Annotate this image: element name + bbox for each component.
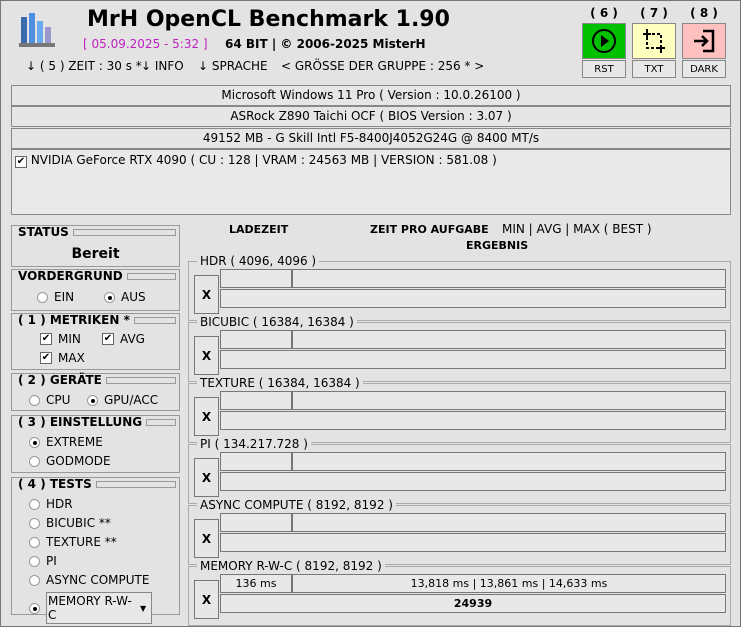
btn-num-8: ( 8 ) [690, 6, 718, 20]
radio-aus[interactable]: AUS [104, 290, 146, 304]
radio-test-memory[interactable]: MEMORY R-W-C ▼ [29, 592, 152, 624]
exit-icon [694, 29, 715, 53]
metriken-panel: ( 1 ) METRIKEN * ✔ MIN ✔ AVG ✔ MAX [11, 313, 180, 370]
txt-button[interactable] [632, 23, 676, 59]
result-group: PI ( 134.217.728 ) X [188, 437, 731, 504]
rst-button[interactable]: RST [582, 60, 626, 78]
result-group: HDR ( 4096, 4096 ) X [188, 254, 731, 321]
load-time [220, 513, 292, 532]
radio-cpu[interactable]: CPU [29, 393, 70, 407]
radio-gpu[interactable]: GPU/ACC [87, 393, 158, 407]
metriken-legend: ( 1 ) METRIKEN * [18, 313, 176, 327]
radio-test-async[interactable]: ASYNC COMPUTE [29, 573, 149, 587]
header-ladezeit: LADEZEIT [229, 223, 289, 236]
date-label: [ 05.09.2025 - 5:32 ] [83, 37, 208, 51]
version-info: 64 BIT | © 2006-2025 MisterH [225, 37, 426, 51]
menu-sprache[interactable]: ↓ SPRACHE [198, 59, 268, 73]
btn-num-7: ( 7 ) [640, 6, 668, 20]
vordergrund-panel: VORDERGRUND EIN AUS [11, 269, 180, 311]
run-test-button[interactable]: X [194, 458, 219, 497]
geraete-panel: ( 2 ) GERÄTE CPU GPU/ACC [11, 373, 180, 411]
einstellung-legend: ( 3 ) EINSTELLUNG [18, 415, 176, 429]
crop-icon [643, 29, 665, 53]
score: 24939 [220, 594, 726, 613]
menu-zeit[interactable]: ↓ ( 5 ) ZEIT : 30 s * [26, 59, 142, 73]
run-test-button[interactable]: X [194, 397, 219, 436]
vordergrund-legend: VORDERGRUND [18, 269, 176, 283]
status-value: Bereit [71, 246, 120, 262]
load-time [220, 269, 292, 288]
txt-label-button[interactable]: TXT [632, 60, 676, 78]
play-icon [592, 29, 616, 53]
status-panel: STATUS Bereit [11, 225, 180, 267]
header-metrics: MIN | AVG | MAX ( BEST ) [502, 222, 652, 236]
result-group: MEMORY R-W-C ( 8192, 8192 ) X 136 ms 13,… [188, 559, 731, 626]
run-button[interactable] [582, 23, 626, 59]
score [220, 533, 726, 552]
radio-godmode[interactable]: GODMODE [29, 454, 111, 468]
gpu-checkbox[interactable]: ✔ [15, 156, 27, 168]
header-ergebnis: ERGEBNIS [466, 239, 529, 252]
radio-test-texture[interactable]: TEXTURE ** [29, 535, 117, 549]
run-test-button[interactable]: X [194, 275, 219, 314]
tests-panel: ( 4 ) TESTS HDR BICUBIC ** TEXTURE ** PI… [11, 477, 180, 624]
geraete-legend: ( 2 ) GERÄTE [18, 373, 176, 387]
result-group: BICUBIC ( 16384, 16384 ) X [188, 315, 731, 382]
app-logo [17, 11, 57, 49]
dark-label-button[interactable]: DARK [682, 60, 726, 78]
test-name: TEXTURE ( 16384, 16384 ) [197, 376, 363, 390]
radio-test-pi[interactable]: PI [29, 554, 57, 568]
tests-legend: ( 4 ) TESTS [18, 477, 176, 491]
result-group: ASYNC COMPUTE ( 8192, 8192 ) X [188, 498, 731, 565]
radio-test-hdr[interactable]: HDR [29, 497, 73, 511]
radio-extreme[interactable]: EXTREME [29, 435, 103, 449]
app-title: MrH OpenCL Benchmark 1.90 [87, 7, 450, 32]
load-time [220, 452, 292, 471]
result-group: TEXTURE ( 16384, 16384 ) X [188, 376, 731, 443]
dark-button[interactable] [682, 23, 726, 59]
run-test-button[interactable]: X [194, 336, 219, 375]
score [220, 472, 726, 491]
test-name: PI ( 134.217.728 ) [197, 437, 311, 451]
checkbox-min[interactable]: ✔ MIN [40, 332, 81, 346]
test-name: HDR ( 4096, 4096 ) [197, 254, 320, 268]
test-name: BICUBIC ( 16384, 16384 ) [197, 315, 357, 329]
load-time [220, 330, 292, 349]
test-name: ASYNC COMPUTE ( 8192, 8192 ) [197, 498, 396, 512]
menu-info[interactable]: ↓ INFO [141, 59, 184, 73]
radio-test-bicubic[interactable]: BICUBIC ** [29, 516, 111, 530]
load-time: 136 ms [220, 574, 292, 593]
btn-num-6: ( 6 ) [590, 6, 618, 20]
task-times [292, 330, 726, 349]
radio-ein[interactable]: EIN [37, 290, 74, 304]
os-info: Microsoft Windows 11 Pro ( Version : 10.… [11, 85, 731, 106]
run-test-button[interactable]: X [194, 580, 219, 619]
checkbox-avg[interactable]: ✔ AVG [102, 332, 145, 346]
score [220, 411, 726, 430]
chevron-down-icon: ▼ [140, 603, 147, 613]
header-zeit: ZEIT PRO AUFGABE [370, 223, 489, 236]
status-legend: STATUS [18, 225, 176, 239]
task-times [292, 269, 726, 288]
gpu-item: NVIDIA GeForce RTX 4090 ( CU : 128 | VRA… [30, 153, 497, 167]
run-test-button[interactable]: X [194, 519, 219, 558]
task-times [292, 391, 726, 410]
load-time [220, 391, 292, 410]
test-name: MEMORY R-W-C ( 8192, 8192 ) [197, 559, 385, 573]
task-times [292, 452, 726, 471]
ram-info: 49152 MB - G Skill Intl F5-8400J4052G24G… [11, 128, 731, 149]
score [220, 289, 726, 308]
menu-gruppe[interactable]: < GRÖSSE DER GRUPPE : 256 * > [281, 59, 485, 73]
task-times [292, 513, 726, 532]
gpu-list[interactable]: ✔ NVIDIA GeForce RTX 4090 ( CU : 128 | V… [11, 149, 731, 215]
task-times: 13,818 ms | 13,861 ms | 14,633 ms [292, 574, 726, 593]
score [220, 350, 726, 369]
einstellung-panel: ( 3 ) EINSTELLUNG EXTREME GODMODE [11, 415, 180, 473]
checkbox-max[interactable]: ✔ MAX [40, 351, 85, 365]
board-info: ASRock Z890 Taichi OCF ( BIOS Version : … [11, 106, 731, 127]
